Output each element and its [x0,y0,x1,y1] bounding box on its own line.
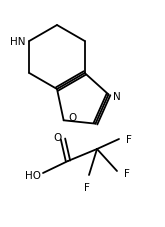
Text: HO: HO [25,170,41,180]
Text: O: O [54,132,62,142]
Text: F: F [126,134,132,144]
Text: N: N [114,92,121,102]
Text: HN: HN [10,37,25,47]
Text: F: F [124,168,130,178]
Text: F: F [84,182,90,192]
Text: O: O [69,113,77,123]
